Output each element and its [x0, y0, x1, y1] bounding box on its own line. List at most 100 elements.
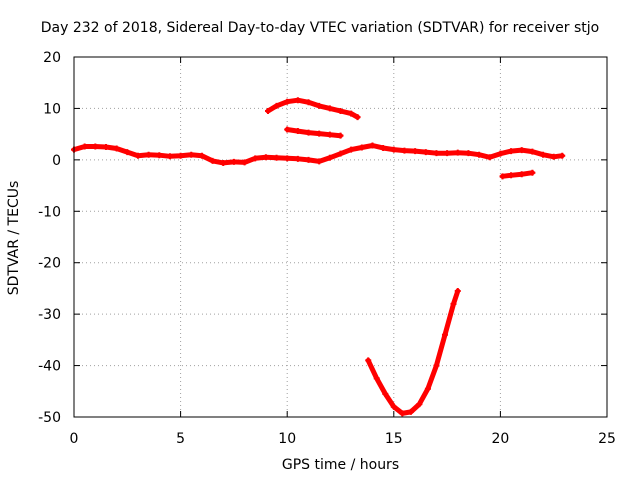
- data-point: [316, 130, 323, 137]
- data-point: [316, 102, 323, 109]
- x-tick-label: 20: [491, 431, 509, 447]
- data-point: [305, 99, 312, 106]
- data-point: [198, 152, 205, 159]
- y-tick-label: 20: [43, 50, 61, 66]
- data-point: [518, 171, 525, 178]
- data-point: [476, 151, 483, 158]
- data-series-4: [500, 170, 535, 179]
- data-point: [358, 144, 365, 151]
- data-point: [284, 126, 291, 133]
- data-point: [337, 108, 344, 114]
- data-point: [188, 151, 195, 158]
- data-point: [424, 385, 431, 392]
- data-point: [81, 143, 88, 150]
- data-point: [209, 157, 216, 164]
- data-point: [92, 143, 99, 150]
- x-tick-label: 5: [176, 431, 185, 447]
- data-point: [284, 155, 291, 162]
- data-point: [399, 410, 406, 417]
- data-point: [265, 108, 272, 114]
- data-point: [390, 403, 397, 410]
- data-point: [305, 129, 312, 136]
- x-tick-label: 15: [385, 431, 403, 447]
- data-point: [416, 401, 423, 408]
- data-series-2: [265, 97, 361, 120]
- chart-title: Day 232 of 2018, Sidereal Day-to-day VTE…: [40, 20, 600, 36]
- data-point: [284, 98, 291, 105]
- data-point: [326, 154, 333, 161]
- data-point: [230, 158, 237, 165]
- data-point: [486, 154, 493, 161]
- data-point: [166, 153, 173, 160]
- data-point: [465, 150, 472, 157]
- data-point: [407, 408, 414, 415]
- data-point: [497, 150, 504, 157]
- data-point: [441, 331, 448, 338]
- x-tick-label: 0: [70, 431, 79, 447]
- data-point: [382, 390, 389, 397]
- data-point: [262, 154, 269, 161]
- data-point: [454, 288, 461, 294]
- data-point: [499, 173, 506, 180]
- data-point: [134, 152, 141, 159]
- data-point: [550, 153, 557, 160]
- data-point: [273, 154, 280, 161]
- data-point: [390, 146, 397, 153]
- data-point: [113, 145, 120, 152]
- y-tick-label: -20: [38, 256, 61, 272]
- data-point: [156, 152, 163, 159]
- data-point: [241, 159, 248, 166]
- data-point: [305, 156, 312, 163]
- data-point: [401, 147, 408, 154]
- y-tick-label: -30: [38, 307, 61, 323]
- x-tick-label: 10: [278, 431, 296, 447]
- data-point: [316, 158, 323, 165]
- data-point: [508, 172, 515, 179]
- y-axis-label: SDTVAR / TECUs: [6, 180, 22, 296]
- data-point: [373, 375, 380, 382]
- data-point: [354, 114, 361, 121]
- data-point: [422, 149, 429, 156]
- data-point: [433, 362, 440, 369]
- x-tick-label: 25: [598, 431, 616, 447]
- data-point: [337, 150, 344, 157]
- data-point: [365, 357, 372, 364]
- data-point: [102, 144, 109, 150]
- data-point: [220, 159, 227, 166]
- data-point: [252, 155, 259, 162]
- data-point: [273, 102, 280, 109]
- data-point: [444, 150, 451, 157]
- data-point: [145, 151, 152, 158]
- y-tick-label: 10: [43, 101, 61, 117]
- x-axis-label: GPS time / hours: [281, 457, 400, 473]
- data-point: [294, 155, 301, 162]
- y-tick-label: 0: [52, 153, 61, 169]
- data-point: [348, 110, 355, 117]
- data-point: [124, 149, 131, 156]
- data-point: [337, 132, 344, 139]
- data-point: [518, 147, 525, 154]
- data-point: [294, 97, 301, 104]
- data-point: [294, 128, 301, 135]
- data-point: [508, 148, 515, 155]
- data-point: [450, 300, 457, 307]
- data-point: [326, 105, 333, 112]
- data-point: [412, 148, 419, 155]
- data-point: [177, 152, 184, 159]
- data-series-5: [365, 288, 461, 416]
- y-tick-label: -40: [38, 359, 61, 375]
- data-point: [529, 169, 536, 176]
- data-point: [380, 145, 387, 152]
- data-point: [540, 151, 547, 158]
- data-point: [454, 149, 461, 156]
- data-point: [326, 131, 333, 138]
- data-point: [433, 150, 440, 157]
- data-point: [559, 152, 566, 159]
- data-point: [348, 146, 355, 153]
- data-point: [529, 148, 536, 155]
- data-point: [369, 142, 376, 149]
- y-tick-label: -50: [38, 410, 61, 426]
- plot-border: [73, 56, 608, 418]
- y-tick-label: -10: [38, 204, 61, 220]
